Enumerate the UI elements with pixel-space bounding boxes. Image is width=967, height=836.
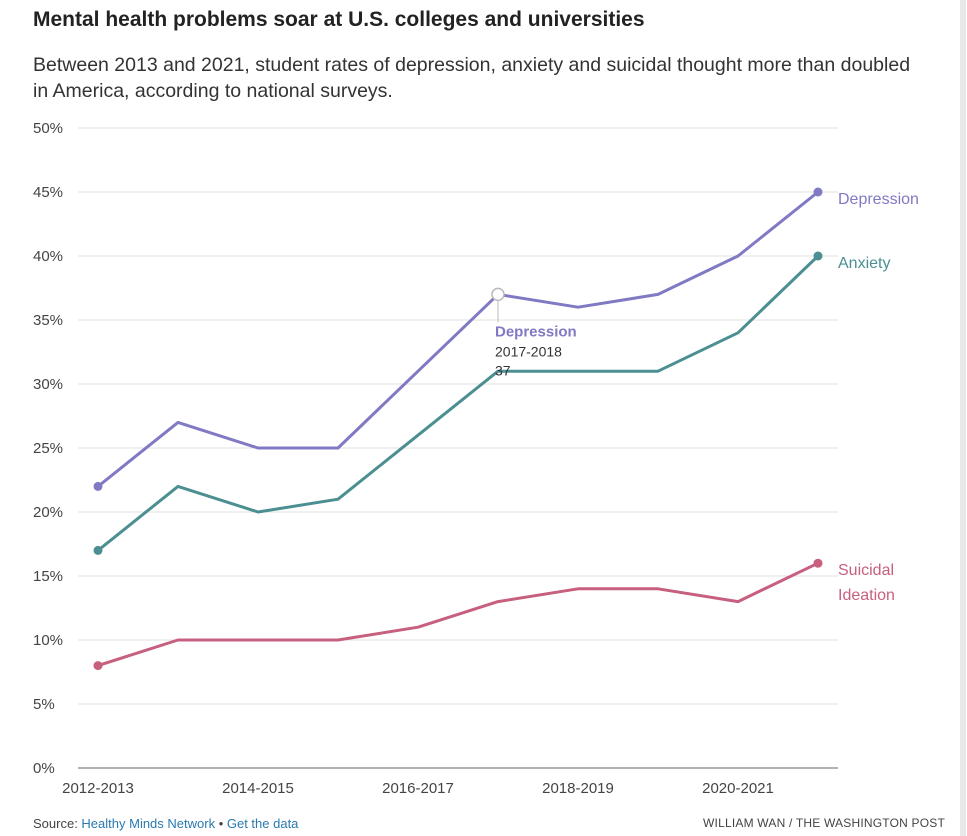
series-label: Anxiety <box>838 255 890 272</box>
source-prefix: Source: <box>33 816 82 831</box>
series-endpoint-dot <box>93 545 103 555</box>
x-axis-tick-labels: 2012-2013 2014-2015 2016-2017 2018-2019 2020… <box>62 780 774 797</box>
x-tick-label: 2014-2015 <box>222 780 294 797</box>
y-tick-label: 40% <box>33 248 63 265</box>
tooltip-hover-marker <box>491 287 505 302</box>
chart-subtitle: Between 2013 and 2021, student rates of … <box>33 54 911 102</box>
series-label: Suicidal <box>838 562 894 579</box>
series-endpoint-dot <box>813 558 823 568</box>
x-tick-label: 2018-2019 <box>542 780 614 797</box>
y-tick-label: 15% <box>33 568 63 585</box>
get-data-link[interactable]: Get the data <box>226 816 299 831</box>
series-label: Depression <box>838 191 919 208</box>
series-endpoint-dot <box>813 187 823 197</box>
x-tick-label: 2012-2013 <box>62 780 134 797</box>
series-lines <box>93 187 823 671</box>
series-endpoint-dot <box>93 661 103 671</box>
tooltip-value: 37 <box>495 362 511 378</box>
series-line-1[interactable] <box>96 254 820 552</box>
y-tick-label: 50% <box>33 120 63 137</box>
grid-lines <box>78 127 838 769</box>
y-tick-label: 20% <box>33 504 63 521</box>
series-line-0[interactable] <box>96 190 820 488</box>
series-endpoint-dot <box>93 481 103 491</box>
x-tick-label: 2016-2017 <box>382 780 454 797</box>
source-note: Source: Healthy Minds Network • Get the … <box>33 816 298 831</box>
y-tick-label: 30% <box>33 376 63 393</box>
credit-line: WILLIAM WAN / THE WASHINGTON POST <box>703 816 945 830</box>
footer-separator: • <box>215 816 227 831</box>
y-tick-label: 35% <box>33 312 63 329</box>
y-tick-label: 10% <box>33 632 63 649</box>
y-tick-label: 45% <box>33 184 63 201</box>
y-tick-label: 25% <box>33 440 63 457</box>
tooltip: Depression 2017-2018 37 <box>491 287 577 378</box>
series-labels: Depression Anxiety Suicidal Ideation <box>838 191 919 604</box>
chart-title: Mental health problems soar at U.S. coll… <box>33 8 645 31</box>
source-link[interactable]: Healthy Minds Network <box>81 816 216 831</box>
y-tick-label: 5% <box>33 696 55 713</box>
series-endpoint-dot <box>813 251 823 261</box>
tooltip-period: 2017-2018 <box>495 343 562 359</box>
series-label: Ideation <box>838 587 895 604</box>
series-line-2[interactable] <box>96 561 820 668</box>
x-tick-label: 2020-2021 <box>702 780 774 797</box>
y-tick-label: 0% <box>33 760 55 777</box>
tooltip-series-name: Depression <box>495 323 577 340</box>
y-axis-tick-labels: 0% 5% 10% 15% 20% 25% 30% 35% 40% 45% 50% <box>33 120 63 777</box>
